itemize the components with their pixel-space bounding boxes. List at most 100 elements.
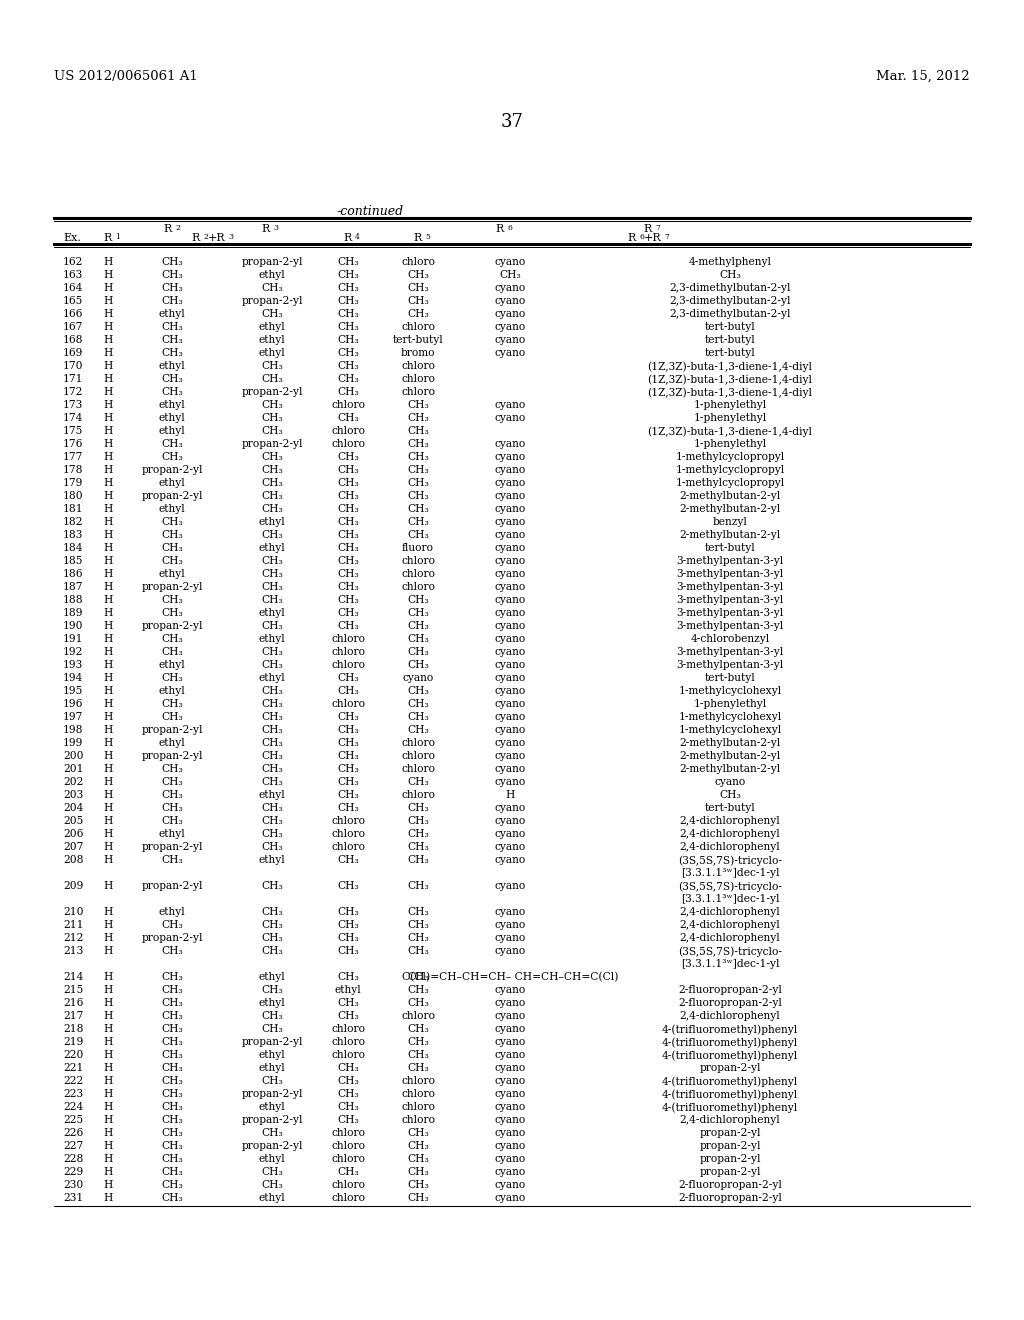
Text: ethyl: ethyl bbox=[259, 972, 286, 982]
Text: 170: 170 bbox=[63, 360, 84, 371]
Text: 183: 183 bbox=[63, 531, 83, 540]
Text: CH₃: CH₃ bbox=[408, 400, 429, 411]
Text: chloro: chloro bbox=[331, 1038, 365, 1047]
Text: 194: 194 bbox=[63, 673, 83, 682]
Text: H: H bbox=[103, 374, 113, 384]
Text: CH₃: CH₃ bbox=[161, 1049, 183, 1060]
Text: CH₃: CH₃ bbox=[337, 933, 358, 942]
Text: cyano: cyano bbox=[495, 816, 525, 826]
Text: CH₃: CH₃ bbox=[161, 972, 183, 982]
Text: CH₃: CH₃ bbox=[408, 700, 429, 709]
Text: CH₃: CH₃ bbox=[161, 1024, 183, 1034]
Text: CH₃: CH₃ bbox=[161, 998, 183, 1008]
Text: 3-methylpentan-3-yl: 3-methylpentan-3-yl bbox=[677, 582, 783, 591]
Text: 2-methylbutan-2-yl: 2-methylbutan-2-yl bbox=[679, 764, 780, 774]
Text: CH₃: CH₃ bbox=[408, 634, 429, 644]
Text: 2,4-dichlorophenyl: 2,4-dichlorophenyl bbox=[680, 816, 780, 826]
Text: H: H bbox=[103, 933, 113, 942]
Text: CH₃: CH₃ bbox=[408, 855, 429, 865]
Text: CH₃: CH₃ bbox=[408, 1129, 429, 1138]
Text: cyano: cyano bbox=[495, 803, 525, 813]
Text: CH₃: CH₃ bbox=[161, 1167, 183, 1177]
Text: ethyl: ethyl bbox=[259, 543, 286, 553]
Text: CH₃: CH₃ bbox=[719, 789, 741, 800]
Text: 162: 162 bbox=[63, 257, 83, 267]
Text: propan-2-yl: propan-2-yl bbox=[242, 257, 303, 267]
Text: CH₃: CH₃ bbox=[261, 946, 283, 956]
Text: chloro: chloro bbox=[401, 764, 435, 774]
Text: 186: 186 bbox=[63, 569, 84, 579]
Text: 4-(trifluoromethyl)phenyl: 4-(trifluoromethyl)phenyl bbox=[662, 1049, 798, 1060]
Text: chloro: chloro bbox=[331, 634, 365, 644]
Text: CH₃: CH₃ bbox=[337, 673, 358, 682]
Text: CH₃: CH₃ bbox=[337, 491, 358, 502]
Text: tert-butyl: tert-butyl bbox=[705, 673, 756, 682]
Text: R: R bbox=[496, 224, 504, 234]
Text: propan-2-yl: propan-2-yl bbox=[141, 751, 203, 762]
Text: 4: 4 bbox=[355, 234, 359, 242]
Text: CH₃: CH₃ bbox=[408, 1180, 429, 1191]
Text: cyano: cyano bbox=[495, 1115, 525, 1125]
Text: cyano: cyano bbox=[495, 451, 525, 462]
Text: 2-fluoropropan-2-yl: 2-fluoropropan-2-yl bbox=[678, 1193, 782, 1203]
Text: propan-2-yl: propan-2-yl bbox=[141, 725, 203, 735]
Text: propan-2-yl: propan-2-yl bbox=[141, 880, 203, 891]
Text: cyano: cyano bbox=[495, 842, 525, 851]
Text: 2,4-dichlorophenyl: 2,4-dichlorophenyl bbox=[680, 842, 780, 851]
Text: cyano: cyano bbox=[495, 620, 525, 631]
Text: 222: 222 bbox=[63, 1076, 83, 1086]
Text: CH₃: CH₃ bbox=[261, 360, 283, 371]
Text: 188: 188 bbox=[63, 595, 84, 605]
Text: H: H bbox=[103, 582, 113, 591]
Text: 5: 5 bbox=[425, 234, 430, 242]
Text: cyano: cyano bbox=[495, 440, 525, 449]
Text: CH₃: CH₃ bbox=[261, 426, 283, 436]
Text: CH₃: CH₃ bbox=[161, 700, 183, 709]
Text: CH₃: CH₃ bbox=[337, 271, 358, 280]
Text: CH₃: CH₃ bbox=[261, 569, 283, 579]
Text: ethyl: ethyl bbox=[259, 322, 286, 333]
Text: ethyl: ethyl bbox=[259, 1154, 286, 1164]
Text: H: H bbox=[103, 543, 113, 553]
Text: cyano: cyano bbox=[495, 1049, 525, 1060]
Text: 180: 180 bbox=[63, 491, 84, 502]
Text: tert-butyl: tert-butyl bbox=[705, 335, 756, 345]
Text: chloro: chloro bbox=[331, 1180, 365, 1191]
Text: CH₃: CH₃ bbox=[408, 647, 429, 657]
Text: ethyl: ethyl bbox=[259, 335, 286, 345]
Text: propan-2-yl: propan-2-yl bbox=[699, 1167, 761, 1177]
Text: cyano: cyano bbox=[495, 1063, 525, 1073]
Text: CH₃: CH₃ bbox=[337, 609, 358, 618]
Text: cyano: cyano bbox=[495, 609, 525, 618]
Text: 184: 184 bbox=[63, 543, 84, 553]
Text: H: H bbox=[103, 400, 113, 411]
Text: chloro: chloro bbox=[401, 582, 435, 591]
Text: H: H bbox=[103, 1115, 113, 1125]
Text: 1-methylcyclopropyl: 1-methylcyclopropyl bbox=[676, 478, 784, 488]
Text: 201: 201 bbox=[63, 764, 84, 774]
Text: H: H bbox=[103, 738, 113, 748]
Text: CH₃: CH₃ bbox=[408, 686, 429, 696]
Text: 2,4-dichlorophenyl: 2,4-dichlorophenyl bbox=[680, 829, 780, 840]
Text: H: H bbox=[103, 1063, 113, 1073]
Text: CH₃: CH₃ bbox=[408, 1038, 429, 1047]
Text: 37: 37 bbox=[501, 114, 523, 131]
Text: chloro: chloro bbox=[401, 1011, 435, 1020]
Text: 2,4-dichlorophenyl: 2,4-dichlorophenyl bbox=[680, 920, 780, 931]
Text: 204: 204 bbox=[63, 803, 83, 813]
Text: CH₃: CH₃ bbox=[161, 1011, 183, 1020]
Text: 6: 6 bbox=[639, 234, 644, 242]
Text: chloro: chloro bbox=[331, 1154, 365, 1164]
Text: chloro: chloro bbox=[331, 829, 365, 840]
Text: chloro: chloro bbox=[401, 322, 435, 333]
Text: ethyl: ethyl bbox=[159, 360, 185, 371]
Text: H: H bbox=[103, 1049, 113, 1060]
Text: propan-2-yl: propan-2-yl bbox=[242, 387, 303, 397]
Text: cyano: cyano bbox=[495, 711, 525, 722]
Text: CH₃: CH₃ bbox=[161, 1154, 183, 1164]
Text: CH₃: CH₃ bbox=[161, 1063, 183, 1073]
Text: 199: 199 bbox=[63, 738, 83, 748]
Text: ethyl: ethyl bbox=[159, 400, 185, 411]
Text: ethyl: ethyl bbox=[259, 673, 286, 682]
Text: 208: 208 bbox=[63, 855, 84, 865]
